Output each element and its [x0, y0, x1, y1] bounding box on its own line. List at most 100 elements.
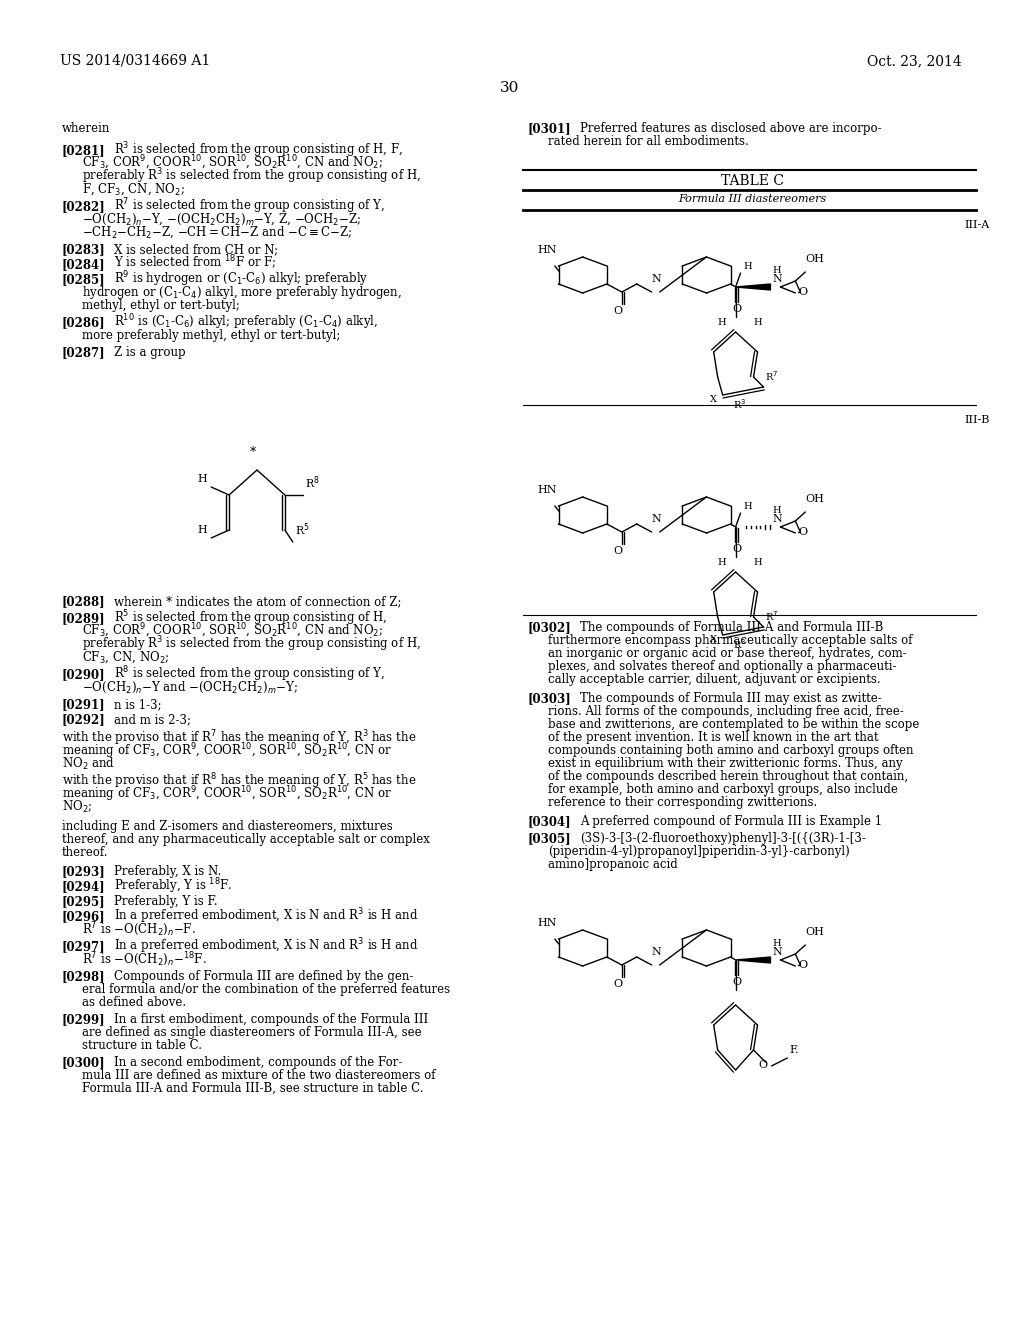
Text: [0303]: [0303]: [528, 692, 571, 705]
Text: OH: OH: [805, 253, 824, 264]
Text: with the proviso that if R$^8$ has the meaning of Y, R$^5$ has the: with the proviso that if R$^8$ has the m…: [61, 771, 416, 791]
Text: and m is 2-3;: and m is 2-3;: [114, 713, 190, 726]
Text: N: N: [772, 275, 782, 284]
Text: [0300]: [0300]: [61, 1056, 105, 1069]
Text: [0301]: [0301]: [528, 121, 571, 135]
Text: O: O: [732, 977, 741, 987]
Text: [0283]: [0283]: [61, 243, 105, 256]
Polygon shape: [735, 957, 770, 964]
Text: cally acceptable carrier, diluent, adjuvant or excipients.: cally acceptable carrier, diluent, adjuv…: [548, 673, 881, 686]
Text: O: O: [759, 1060, 768, 1071]
Text: [0297]: [0297]: [61, 940, 105, 953]
Text: OH: OH: [805, 927, 824, 937]
Text: Z is a group: Z is a group: [114, 346, 185, 359]
Text: $-$O(CH$_2$)$_n$$-$Y and $-$(OCH$_2$CH$_2$)$_m$$-$Y;: $-$O(CH$_2$)$_n$$-$Y and $-$(OCH$_2$CH$_…: [82, 680, 298, 696]
Text: H: H: [743, 502, 753, 511]
Text: Formula III-A and Formula III-B, see structure in table C.: Formula III-A and Formula III-B, see str…: [82, 1082, 423, 1096]
Text: methyl, ethyl or tert-butyl;: methyl, ethyl or tert-butyl;: [82, 300, 240, 312]
Text: A preferred compound of Formula III is Example 1: A preferred compound of Formula III is E…: [580, 814, 882, 828]
Text: [0302]: [0302]: [528, 620, 571, 634]
Text: The compounds of Formula III-A and Formula III-B: The compounds of Formula III-A and Formu…: [580, 620, 883, 634]
Text: meaning of CF$_3$, COR$^9$, COOR$^{10}$, SOR$^{10}$, SO$_2$R$^{10}$, CN or: meaning of CF$_3$, COR$^9$, COOR$^{10}$,…: [61, 784, 392, 804]
Text: meaning of CF$_3$, COR$^9$, COOR$^{10}$, SOR$^{10}$, SO$_2$R$^{10}$, CN or: meaning of CF$_3$, COR$^9$, COOR$^{10}$,…: [61, 741, 392, 760]
Text: thereof.: thereof.: [61, 846, 109, 859]
Text: [0292]: [0292]: [61, 713, 105, 726]
Text: O: O: [799, 960, 808, 970]
Text: hydrogen or (C$_1$-C$_4$) alkyl, more preferably hydrogen,: hydrogen or (C$_1$-C$_4$) alkyl, more pr…: [82, 284, 401, 301]
Text: R$^3$ is selected from the group consisting of H, F,: R$^3$ is selected from the group consist…: [114, 140, 402, 160]
Text: R$^7$ is $-$O(CH$_2$)$_n$$-^{18}$F.: R$^7$ is $-$O(CH$_2$)$_n$$-^{18}$F.: [82, 950, 206, 968]
Text: N: N: [651, 513, 662, 524]
Text: Y is selected from $^{18}$F or F;: Y is selected from $^{18}$F or F;: [114, 255, 275, 272]
Text: Preferably, Y is $^{18}$F.: Preferably, Y is $^{18}$F.: [114, 876, 232, 896]
Text: mula III are defined as mixture of the two diastereomers of: mula III are defined as mixture of the t…: [82, 1069, 435, 1082]
Text: N: N: [772, 513, 782, 524]
Text: plexes, and solvates thereof and optionally a pharmaceuti-: plexes, and solvates thereof and optiona…: [548, 660, 896, 673]
Text: [0285]: [0285]: [61, 273, 105, 286]
Text: HN: HN: [538, 484, 557, 495]
Text: N: N: [651, 946, 662, 957]
Text: R$^7$: R$^7$: [766, 610, 778, 623]
Text: Preferably, Y is F.: Preferably, Y is F.: [114, 895, 217, 908]
Text: $-$O(CH$_2$)$_n$$-$Y, $-$(OCH$_2$CH$_2$)$_m$$-$Y, Z, $-$OCH$_2$$-$Z;: $-$O(CH$_2$)$_n$$-$Y, $-$(OCH$_2$CH$_2$)…: [82, 211, 360, 227]
Text: base and zwitterions, are contemplated to be within the scope: base and zwitterions, are contemplated t…: [548, 718, 920, 731]
Text: F, CF$_3$, CN, NO$_2$;: F, CF$_3$, CN, NO$_2$;: [82, 182, 184, 197]
Text: R$^9$ is hydrogen or (C$_1$-C$_6$) alkyl; preferably: R$^9$ is hydrogen or (C$_1$-C$_6$) alkyl…: [114, 269, 368, 289]
Text: In a second embodiment, compounds of the For-: In a second embodiment, compounds of the…: [114, 1056, 402, 1069]
Text: [0290]: [0290]: [61, 668, 105, 681]
Text: [0304]: [0304]: [528, 814, 571, 828]
Text: H: H: [754, 318, 762, 327]
Text: (3S)-3-[3-(2-fluoroethoxy)phenyl]-3-[({(3R)-1-[3-: (3S)-3-[3-(2-fluoroethoxy)phenyl]-3-[({(…: [580, 832, 865, 845]
Text: an inorganic or organic acid or base thereof, hydrates, com-: an inorganic or organic acid or base the…: [548, 647, 906, 660]
Text: The compounds of Formula III may exist as zwitte-: The compounds of Formula III may exist a…: [580, 692, 882, 705]
Polygon shape: [735, 284, 770, 290]
Text: O: O: [799, 527, 808, 537]
Text: n is 1-3;: n is 1-3;: [114, 698, 161, 711]
Text: O: O: [799, 286, 808, 297]
Text: [0282]: [0282]: [61, 201, 105, 213]
Text: In a preferred embodiment, X is N and R$^3$ is H and: In a preferred embodiment, X is N and R$…: [114, 906, 418, 925]
Text: more preferably methyl, ethyl or tert-butyl;: more preferably methyl, ethyl or tert-bu…: [82, 329, 340, 342]
Text: H: H: [743, 261, 753, 271]
Text: rions. All forms of the compounds, including free acid, free-: rions. All forms of the compounds, inclu…: [548, 705, 903, 718]
Text: Formula III diastereomers: Formula III diastereomers: [678, 194, 826, 205]
Text: thereof, and any pharmaceutically acceptable salt or complex: thereof, and any pharmaceutically accept…: [61, 833, 430, 846]
Text: CF$_3$, COR$^9$, COOR$^{10}$, SOR$^{10}$, SO$_2$R$^{10}$, CN and NO$_2$;: CF$_3$, COR$^9$, COOR$^{10}$, SOR$^{10}$…: [82, 154, 383, 172]
Text: III-A: III-A: [965, 220, 989, 230]
Text: H: H: [198, 474, 207, 484]
Text: exist in equilibrium with their zwitterionic forms. Thus, any: exist in equilibrium with their zwitteri…: [548, 756, 902, 770]
Text: [0289]: [0289]: [61, 612, 105, 624]
Text: O: O: [613, 306, 623, 315]
Text: [0288]: [0288]: [61, 595, 105, 609]
Text: III-B: III-B: [965, 414, 989, 425]
Text: HN: HN: [538, 917, 557, 928]
Text: compounds containing both amino and carboxyl groups often: compounds containing both amino and carb…: [548, 744, 913, 756]
Text: wherein * indicates the atom of connection of Z;: wherein * indicates the atom of connecti…: [114, 595, 401, 609]
Text: Preferred features as disclosed above are incorpo-: Preferred features as disclosed above ar…: [580, 121, 882, 135]
Text: OH: OH: [805, 494, 824, 504]
Text: [0286]: [0286]: [61, 315, 105, 329]
Text: $-$CH$_2$$-$CH$_2$$-$Z, $-$CH$=$CH$-$Z and $-$C$\equiv$C$-$Z;: $-$CH$_2$$-$CH$_2$$-$Z, $-$CH$=$CH$-$Z a…: [82, 224, 352, 240]
Text: R$^8$: R$^8$: [305, 475, 319, 491]
Text: [0298]: [0298]: [61, 970, 105, 983]
Text: H: H: [772, 939, 781, 948]
Text: as defined above.: as defined above.: [82, 997, 185, 1008]
Text: for example, both amino and carboxyl groups, also include: for example, both amino and carboxyl gro…: [548, 783, 898, 796]
Text: [0284]: [0284]: [61, 257, 105, 271]
Text: TABLE C: TABLE C: [721, 174, 783, 187]
Text: NO$_2$;: NO$_2$;: [61, 799, 92, 814]
Text: H: H: [772, 506, 781, 515]
Text: R$^7$: R$^7$: [766, 370, 778, 383]
Text: [0281]: [0281]: [61, 144, 105, 157]
Text: [0296]: [0296]: [61, 909, 105, 923]
Text: Compounds of Formula III are defined by the gen-: Compounds of Formula III are defined by …: [114, 970, 413, 983]
Text: of the compounds described herein throughout that contain,: of the compounds described herein throug…: [548, 770, 908, 783]
Text: eral formula and/or the combination of the preferred features: eral formula and/or the combination of t…: [82, 983, 450, 997]
Text: O: O: [613, 979, 623, 989]
Text: H: H: [718, 558, 726, 568]
Text: reference to their corresponding zwitterions.: reference to their corresponding zwitter…: [548, 796, 817, 809]
Text: H: H: [754, 558, 762, 568]
Text: NO$_2$ and: NO$_2$ and: [61, 756, 115, 772]
Text: O: O: [732, 304, 741, 314]
Text: [0293]: [0293]: [61, 865, 105, 878]
